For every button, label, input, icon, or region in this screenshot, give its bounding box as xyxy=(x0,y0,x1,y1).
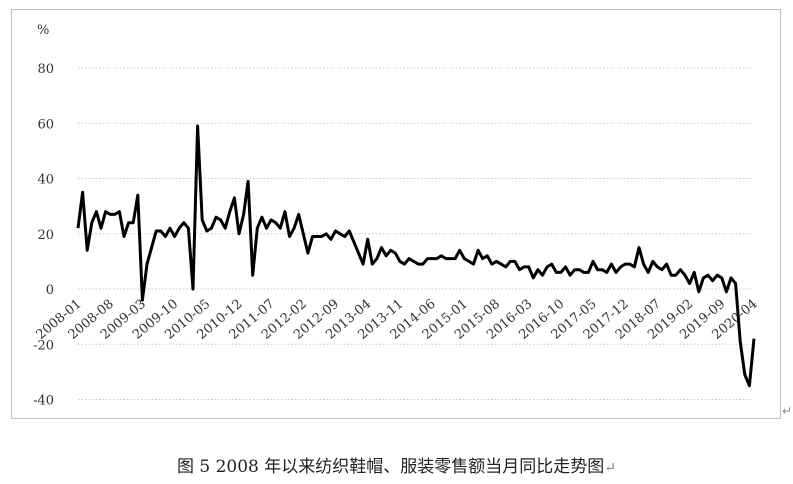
figure-caption: 图 5 2008 年以来纺织鞋帽、服装零售额当月同比走势图↵ xyxy=(0,452,793,477)
caption-paragraph-mark: ↵ xyxy=(604,460,617,476)
y-tick-label: 80 xyxy=(37,62,54,77)
series-line xyxy=(76,124,756,388)
y-tick-label: -20 xyxy=(33,338,54,353)
chart-frame: -40 -20 0 20 40 60 80 2008-01 2008-08 2009-03 200… xyxy=(11,9,781,419)
y-tick-label: -40 xyxy=(33,394,54,409)
y-tick-label: 60 xyxy=(37,117,54,132)
y-tick-label: 40 xyxy=(37,173,54,188)
y-tick-label: 20 xyxy=(37,228,54,243)
y-unit-label: % xyxy=(37,23,49,38)
gridlines xyxy=(78,67,754,400)
y-tick-label: 0 xyxy=(46,283,54,298)
x-axis-ticks: 2008-012008-082009-032009-102010-052010-… xyxy=(34,297,761,343)
paragraph-mark: ↵ xyxy=(782,404,793,418)
line-chart: -40 -20 0 20 40 60 80 2008-012008-082009-03200… xyxy=(33,23,761,409)
caption-text: 图 5 2008 年以来纺织鞋帽、服装零售额当月同比走势图 xyxy=(176,457,605,477)
series-polyline xyxy=(76,124,756,388)
y-axis-ticks: -40 -20 0 20 40 60 80 xyxy=(33,62,54,409)
